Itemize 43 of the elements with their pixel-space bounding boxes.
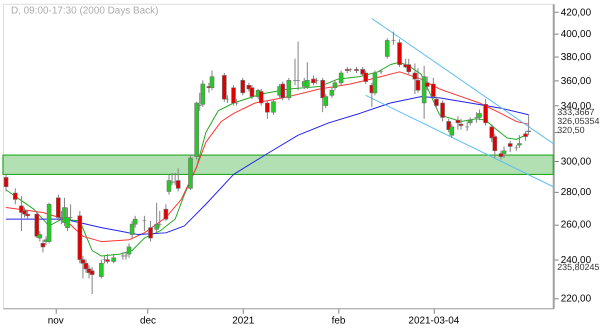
y-tick-label: 300,00: [560, 156, 592, 168]
candlestick: [166, 174, 172, 196]
text: 235,80245: [557, 262, 600, 272]
y-tick-label: 220,00: [560, 294, 592, 305]
line-series: [6, 96, 530, 236]
y-tick-label: 360,00: [560, 76, 592, 87]
y-tick-label: 400,00: [560, 29, 592, 40]
y-tick-label: 420,00: [560, 8, 592, 19]
candlestick: [508, 140, 512, 153]
y-tick-label: 260,00: [560, 220, 592, 231]
candlestick: [130, 220, 134, 239]
candlestick: [384, 38, 390, 60]
x-tick-label: 2021-03-04: [408, 316, 460, 327]
candlestick: [517, 134, 522, 148]
candlestick: [126, 242, 132, 258]
candlestick: [406, 58, 412, 75]
y-tick-label: 280,00: [560, 186, 592, 198]
candlestick: [40, 239, 46, 253]
candlestick: [4, 174, 8, 192]
candlestick: [34, 210, 40, 239]
text: 326,05354: [557, 116, 600, 126]
candlestick: [502, 146, 506, 159]
candlestick: [210, 70, 214, 91]
x-tick-label: feb: [332, 316, 346, 327]
candlestick: [164, 204, 168, 222]
candlestick: [458, 118, 464, 130]
candlestick: [99, 259, 104, 279]
candlestick: [320, 77, 325, 113]
candlestick: [176, 168, 180, 192]
chart-title: D, 09:00-17:30 (2000 Days Back): [10, 6, 158, 17]
candlestick: [363, 70, 368, 85]
candlestick: [222, 72, 227, 102]
y-tick-label: 380,00: [560, 52, 592, 63]
x-tick-label: nov: [48, 316, 64, 327]
x-tick-label: 2021: [232, 316, 255, 327]
candlestick: [412, 62, 418, 95]
candlestick: [440, 100, 445, 122]
candlestick: [90, 266, 94, 295]
x-tick-label: dec: [140, 316, 156, 327]
candlestick: [456, 116, 460, 130]
candlestick: [12, 188, 18, 205]
candlestick: [19, 196, 24, 232]
text: 320,50: [557, 125, 585, 136]
